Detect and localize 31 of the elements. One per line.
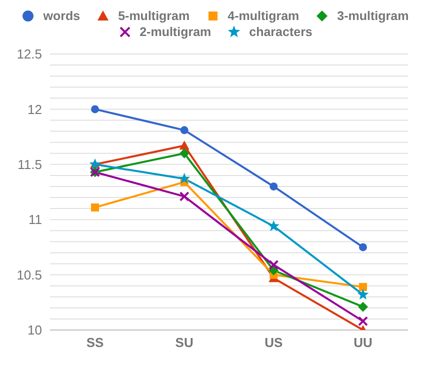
point — [359, 243, 367, 252]
legend-label: 5-multigram — [117, 9, 190, 23]
legend-label: 4-multigram — [226, 9, 300, 23]
x-tick-label: UU — [354, 335, 372, 350]
x-tick-label: SS — [86, 335, 104, 350]
point — [91, 203, 99, 212]
x-tick-label: SU — [175, 335, 194, 350]
y-tick-label: 12 — [28, 102, 42, 117]
y-tick-label: 10.5 — [16, 267, 42, 282]
point — [358, 302, 368, 312]
y-tick-label: 11 — [28, 212, 42, 228]
point — [268, 260, 279, 270]
point — [357, 288, 369, 300]
point — [270, 182, 278, 190]
point — [358, 316, 368, 326]
y-tick-label: 12.5 — [16, 46, 42, 62]
point — [180, 126, 188, 134]
point — [179, 148, 190, 158]
point — [359, 282, 367, 291]
x-tick-label: US — [264, 335, 284, 350]
legend-label: words — [42, 9, 80, 23]
legend-label: 2-multigram — [138, 25, 212, 39]
point — [179, 191, 190, 202]
y-tick-label: 10 — [28, 322, 42, 338]
point — [179, 140, 190, 150]
legend-label: characters — [248, 25, 312, 39]
point — [91, 105, 99, 114]
point — [268, 220, 280, 232]
y-tick-label: 11.5 — [18, 157, 42, 172]
point — [178, 172, 190, 184]
legend-label: 3-multigram — [336, 9, 409, 23]
